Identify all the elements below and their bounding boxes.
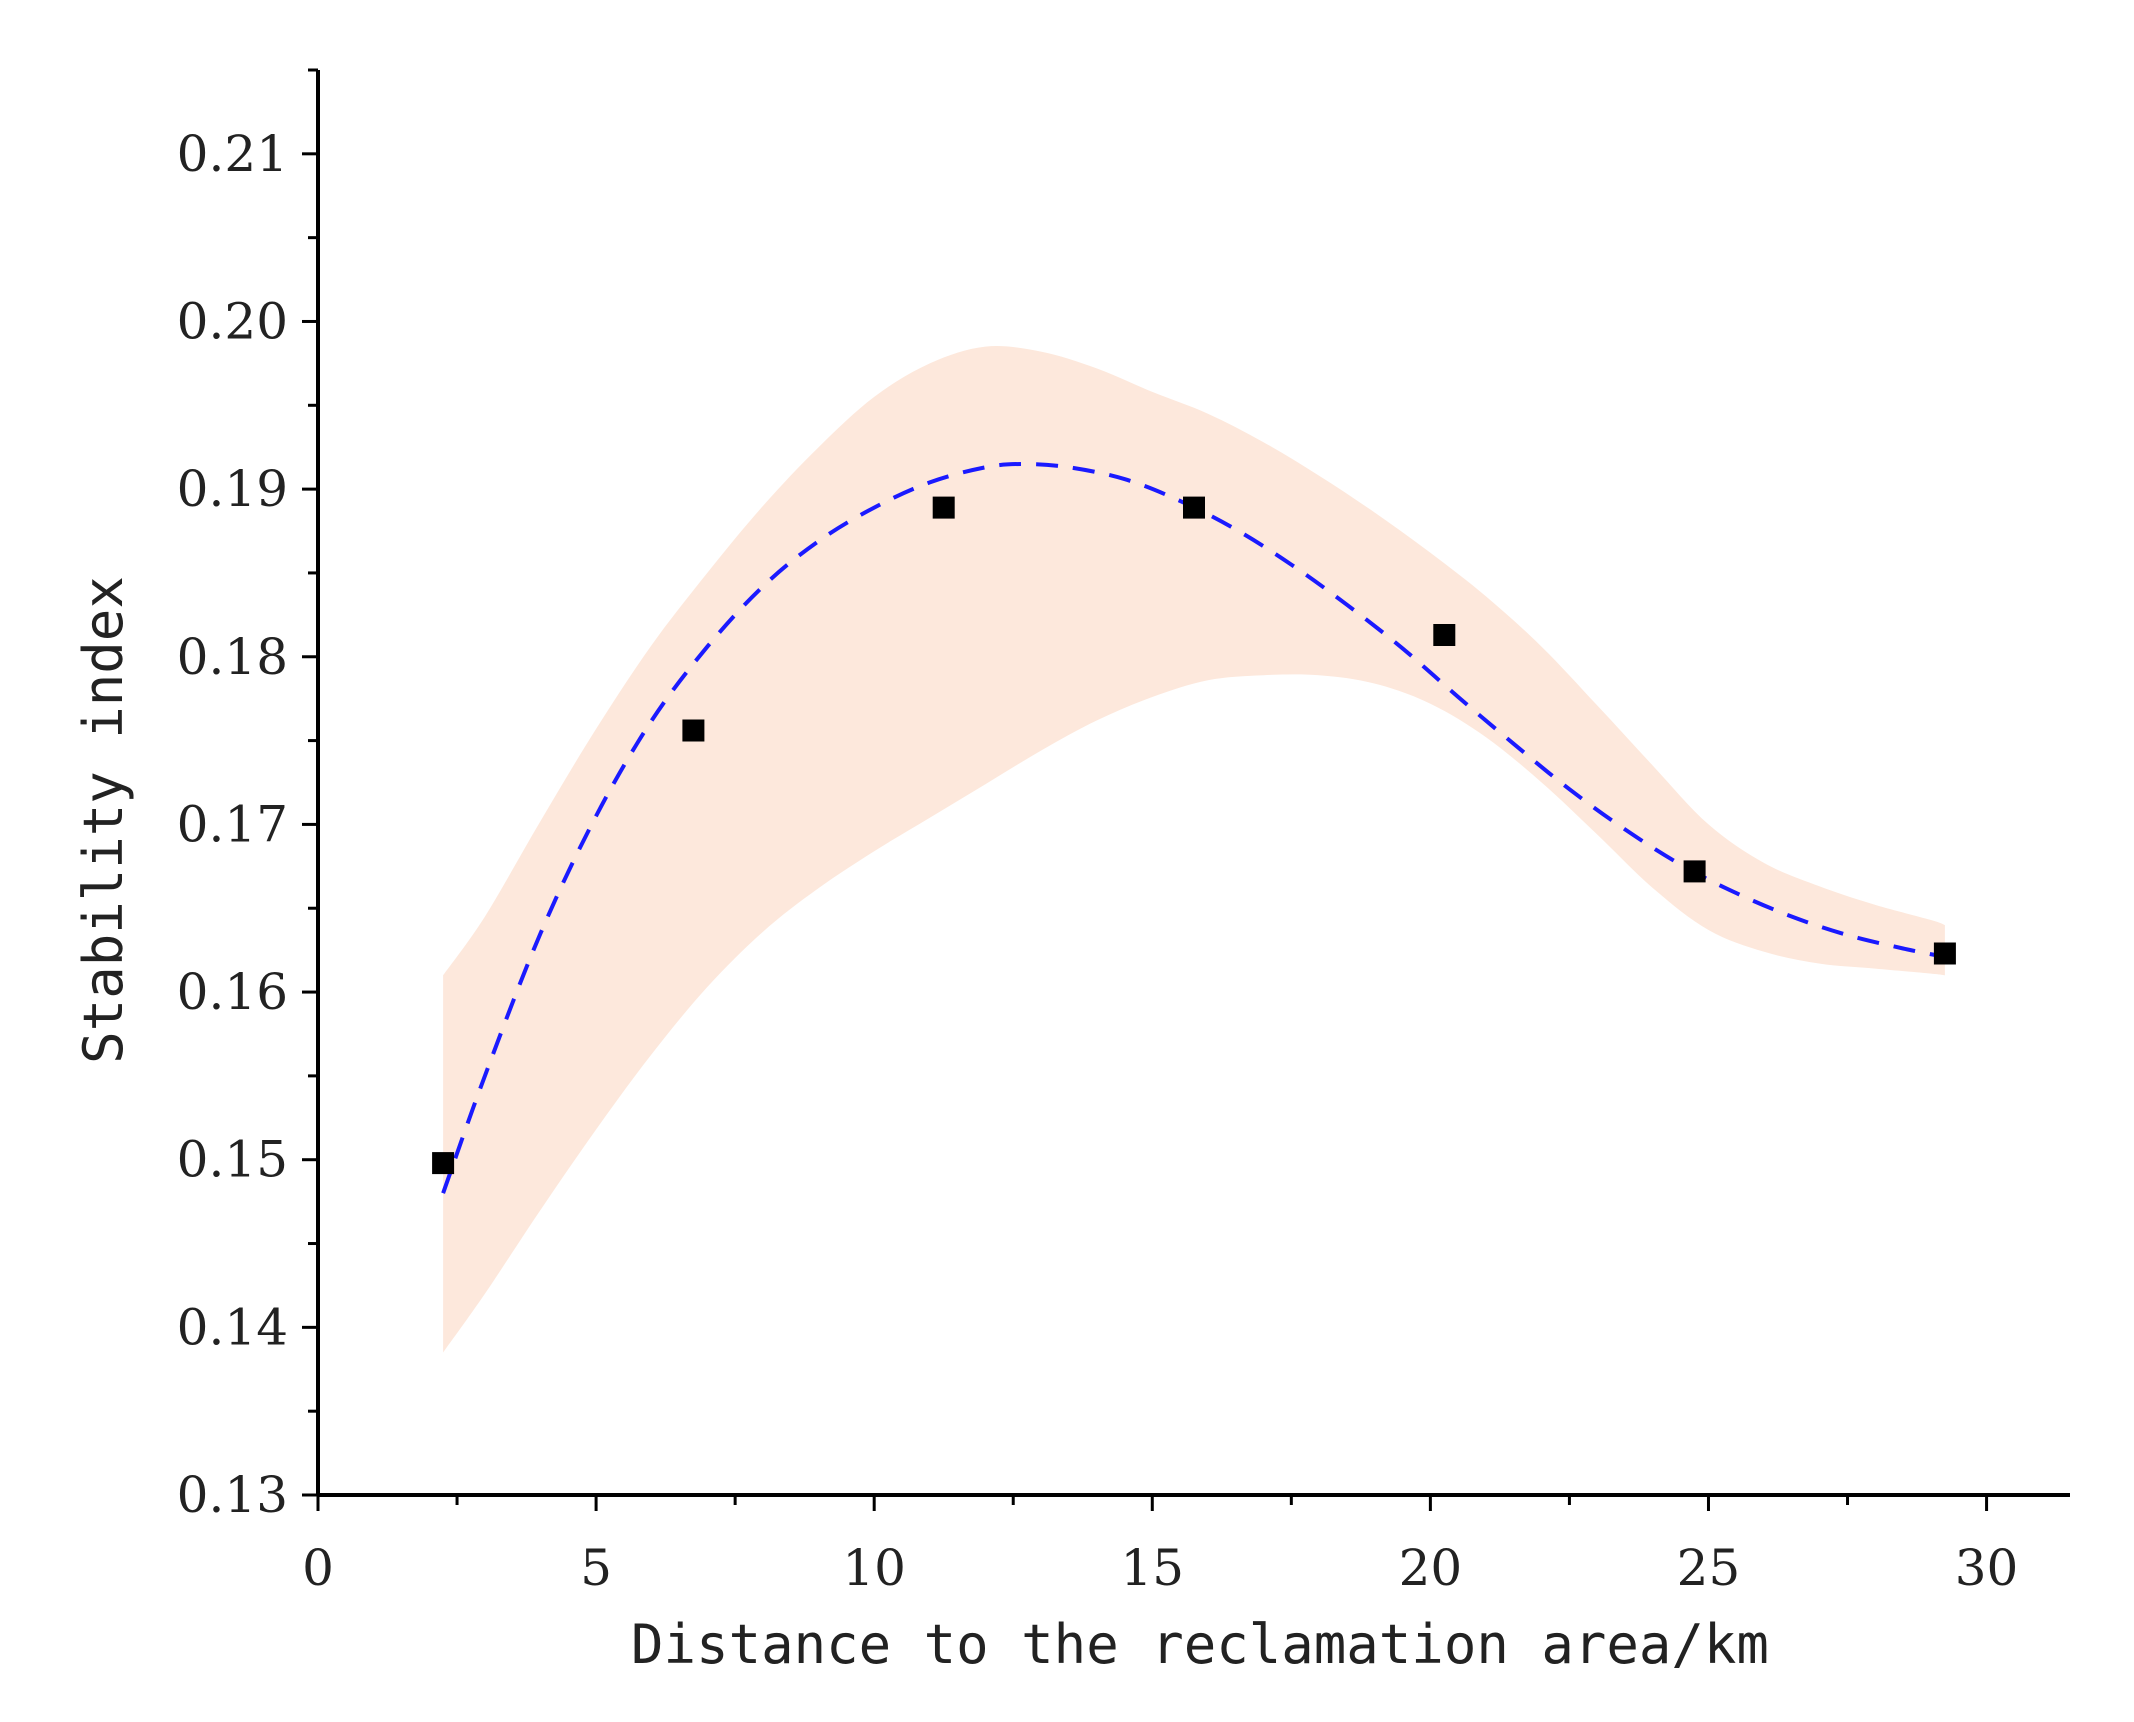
x-tick-label: 15 bbox=[1120, 1539, 1184, 1597]
confidence-band-layer bbox=[443, 346, 1945, 1353]
x-tick-label: 5 bbox=[580, 1539, 612, 1597]
x-tick-label: 30 bbox=[1955, 1539, 2019, 1597]
data-point bbox=[1183, 496, 1205, 519]
y-tick-label: 0.19 bbox=[177, 460, 288, 518]
axes-layer: 0 5 10 15 20 25 30 0.13 0.14 0.15 0.16 0.17 0.18 0.19… bbox=[177, 68, 2070, 1597]
data-points-layer bbox=[432, 496, 1956, 1175]
x-tick-label: 20 bbox=[1399, 1539, 1463, 1597]
y-tick-label: 0.20 bbox=[177, 292, 288, 350]
fit-curve bbox=[441, 461, 1946, 1194]
fit-line-layer bbox=[441, 461, 1946, 1194]
x-tick-label: 25 bbox=[1677, 1539, 1741, 1597]
x-tick-label: 10 bbox=[842, 1539, 906, 1597]
y-axis-title: Stability index bbox=[72, 576, 135, 1064]
data-point bbox=[1683, 860, 1706, 883]
y-tick-label: 0.21 bbox=[177, 125, 288, 183]
y-tick-label: 0.16 bbox=[177, 963, 288, 1021]
data-point bbox=[1933, 942, 1956, 965]
y-tick-label: 0.13 bbox=[177, 1466, 288, 1524]
confidence-band bbox=[443, 346, 1945, 1353]
x-tick-label: 0 bbox=[302, 1539, 334, 1597]
data-point bbox=[682, 719, 705, 742]
data-point bbox=[1433, 624, 1456, 646]
data-point bbox=[432, 1152, 455, 1175]
y-tick-label: 0.18 bbox=[177, 628, 288, 686]
y-tick-label: 0.15 bbox=[177, 1131, 288, 1189]
x-axis-title: Distance to the reclamation area/km bbox=[631, 1613, 1769, 1676]
y-tick-label: 0.17 bbox=[177, 795, 288, 853]
y-tick-label: 0.14 bbox=[177, 1298, 288, 1356]
data-point bbox=[932, 496, 955, 519]
